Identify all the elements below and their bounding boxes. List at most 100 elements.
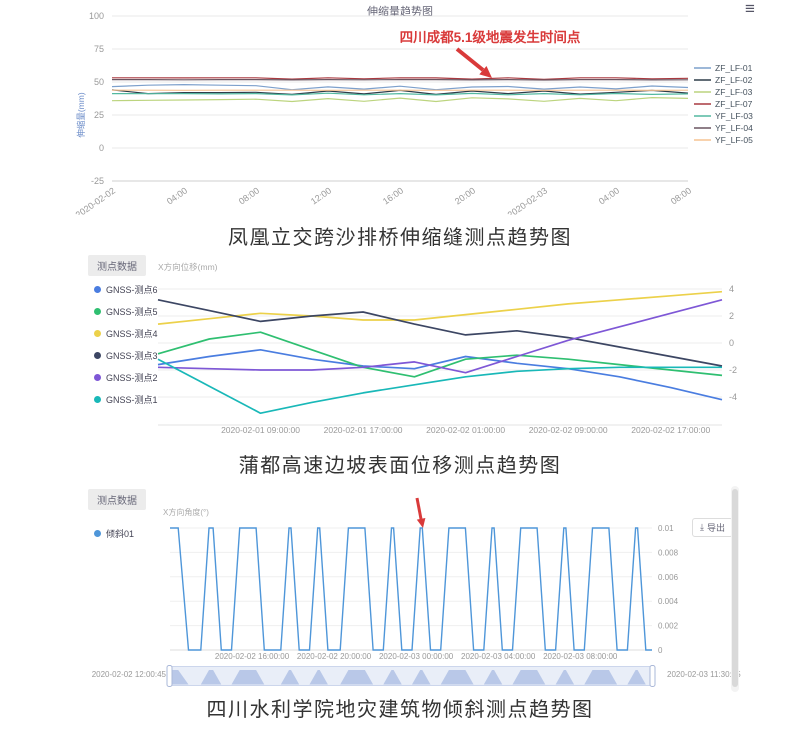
legend-label: GNSS-测点4 bbox=[106, 329, 158, 339]
x-tick-label: 2020-02-03 04:00:00 bbox=[461, 652, 536, 661]
chart1-title: 伸缩量趋势图 bbox=[367, 6, 433, 18]
export-label: 导出 bbox=[706, 523, 725, 533]
expansion-trend-chart: 100 75 50 25 0 -25 伸缩量(mm) 2020-02-02 04:00 08:00… bbox=[74, 11, 753, 215]
y-tick-label: 25 bbox=[94, 110, 104, 120]
svg-text:ZF_LF-07: ZF_LF-07 bbox=[715, 99, 753, 109]
series-GNSS-测点4 bbox=[157, 290, 723, 325]
y-tick-label: 2 bbox=[729, 311, 734, 321]
x-tick-label: 2020-02-03 bbox=[506, 185, 549, 215]
x-tick-label: 20:00 bbox=[453, 185, 477, 206]
y-tick-label: 0 bbox=[729, 338, 734, 348]
tilt-legend: 倾斜01 bbox=[94, 527, 134, 540]
legend-label: GNSS-测点3 bbox=[106, 351, 158, 361]
datazoom-start-label: 2020-02-02 12:00:45 bbox=[91, 670, 166, 679]
x-tick-label: 16:00 bbox=[381, 185, 405, 206]
legend-item-GNSS-测点2[interactable]: GNSS-测点2 bbox=[94, 371, 158, 384]
y-tick-label: -4 bbox=[729, 392, 737, 402]
caption-slope-chart: 蒲都高速边坡表面位移测点趋势图 bbox=[238, 455, 562, 477]
x-tick-label: 2020-02-02 09:00:00 bbox=[529, 425, 608, 435]
gnss-displacement-chart: X方向位移(mm) 4 2 0 -2 -4 2020-02-01 09:00:00 2020-… bbox=[157, 262, 737, 435]
x-tick-label: 04:00 bbox=[165, 185, 189, 206]
annotation-arrow bbox=[455, 47, 485, 72]
series-GNSS-测点3 bbox=[157, 298, 723, 367]
series-GNSS-测点2 bbox=[157, 298, 723, 374]
legend-item-ZF_LF-03[interactable]: ZF_LF-03 bbox=[694, 87, 753, 97]
x-tick-label: 2020-02-01 17:00:00 bbox=[324, 425, 403, 435]
legend-dot bbox=[94, 374, 101, 381]
svg-text:YF_LF-04: YF_LF-04 bbox=[715, 123, 753, 133]
x-tick-label: 2020-02-02 17:00:00 bbox=[631, 425, 710, 435]
legend-item-YF_LF-03[interactable]: YF_LF-03 bbox=[694, 111, 753, 121]
series-倾斜01 bbox=[170, 527, 652, 651]
series-GNSS-测点6 bbox=[157, 348, 723, 401]
legend-item-GNSS-测点3[interactable]: GNSS-测点3 bbox=[94, 349, 158, 362]
y-tick-label: 75 bbox=[94, 44, 104, 54]
tilt-trend-chart: X方向角度(°) 0.01 0.008 0.006 0.004 0.002 0 2020-02… bbox=[163, 497, 679, 687]
legend-item-YF_LF-05[interactable]: YF_LF-05 bbox=[694, 135, 753, 145]
x-tick-label: 2020-02-01 09:00:00 bbox=[221, 425, 300, 435]
legend-label: GNSS-测点1 bbox=[106, 395, 158, 405]
menu-icon[interactable]: ≡ bbox=[745, 0, 755, 18]
scrollbar-thumb[interactable] bbox=[732, 489, 738, 687]
export-icon: ⤓ bbox=[700, 522, 704, 532]
legend-dot bbox=[94, 396, 101, 403]
x-tick-label: 08:00 bbox=[669, 185, 693, 206]
legend-label: GNSS-测点2 bbox=[106, 373, 158, 383]
y-tick-label: 0 bbox=[99, 143, 104, 153]
y-tick-label: 0.006 bbox=[658, 573, 679, 582]
legend-label: GNSS-测点5 bbox=[106, 307, 158, 317]
svg-text:YF_LF-05: YF_LF-05 bbox=[715, 135, 753, 145]
axis-title: X方向角度(°) bbox=[163, 507, 209, 517]
legend-item-ZF_LF-07[interactable]: ZF_LF-07 bbox=[694, 99, 753, 109]
datazoom-handle-right[interactable] bbox=[649, 665, 656, 687]
y-tick-label: 0.01 bbox=[658, 524, 674, 533]
legend-item-YF_LF-04[interactable]: YF_LF-04 bbox=[694, 123, 753, 133]
series-ZF_LF-01 bbox=[111, 83, 689, 91]
svg-text:ZF_LF-01: ZF_LF-01 bbox=[715, 63, 753, 73]
y-tick-label: 0 bbox=[658, 646, 663, 655]
datazoom-handle-left[interactable] bbox=[166, 665, 173, 687]
x-tick-label: 08:00 bbox=[237, 185, 261, 206]
tab-measure-data-gnss[interactable]: 测点数据 bbox=[88, 255, 146, 276]
y-tick-label: 100 bbox=[89, 11, 104, 21]
legend-label: GNSS-测点6 bbox=[106, 285, 158, 295]
vertical-scrollbar[interactable] bbox=[731, 486, 739, 692]
legend-item-GNSS-测点4[interactable]: GNSS-测点4 bbox=[94, 327, 158, 340]
annotation-arrowhead bbox=[479, 66, 492, 78]
svg-text:ZF_LF-03: ZF_LF-03 bbox=[715, 87, 753, 97]
caption-tilt-chart: 四川水利学院地灾建筑物倾斜测点趋势图 bbox=[206, 699, 594, 721]
datazoom-end-label: 2020-02-03 11:30:45 bbox=[667, 670, 741, 679]
earthquake-annotation: 四川成都5.1级地震发生时间点 bbox=[400, 29, 581, 45]
legend-dot bbox=[94, 530, 101, 537]
legend-item-ZF_LF-01[interactable]: ZF_LF-01 bbox=[694, 63, 753, 73]
datazoom-data-shadow bbox=[170, 670, 652, 685]
legend-item-GNSS-测点6[interactable]: GNSS-测点6 bbox=[94, 283, 158, 296]
x-tick-label: 04:00 bbox=[597, 185, 621, 206]
legend-dot bbox=[94, 352, 101, 359]
gnss-legend: GNSS-测点6 GNSS-测点5 GNSS-测点4 GNSS-测点3 GNSS-测点2… bbox=[94, 283, 158, 406]
tab-measure-data-tilt[interactable]: 测点数据 bbox=[88, 489, 146, 510]
series-ZF_LF-03 bbox=[111, 96, 689, 103]
legend-item-GNSS-测点1[interactable]: GNSS-测点1 bbox=[94, 393, 158, 406]
y-tick-label: 0.002 bbox=[658, 622, 679, 631]
svg-text:YF_LF-03: YF_LF-03 bbox=[715, 111, 753, 121]
red-arrowhead bbox=[416, 518, 426, 528]
y-tick-label: 0.008 bbox=[658, 548, 679, 557]
y-tick-label: 4 bbox=[729, 284, 734, 294]
series-ZF_LF-07 bbox=[112, 77, 689, 81]
x-tick-label: 2020-02-02 16:00:00 bbox=[215, 652, 290, 661]
caption-bridge-chart: 凤凰立交跨沙排桥伸缩缝测点趋势图 bbox=[228, 227, 572, 249]
legend-item-ZF_LF-02[interactable]: ZF_LF-02 bbox=[694, 75, 753, 85]
legend-label: 倾斜01 bbox=[106, 529, 135, 539]
legend-item-GNSS-测点5[interactable]: GNSS-测点5 bbox=[94, 305, 158, 318]
red-arrow bbox=[415, 497, 423, 520]
legend-item-tilt01[interactable]: 倾斜01 bbox=[94, 527, 134, 540]
svg-text:ZF_LF-02: ZF_LF-02 bbox=[715, 75, 753, 85]
y-tick-label: -25 bbox=[91, 176, 104, 186]
x-tick-label: 2020-02-03 00:00:00 bbox=[379, 652, 454, 661]
y-tick-label: 0.004 bbox=[658, 597, 679, 606]
x-tick-label: 2020-02-02 01:00:00 bbox=[426, 425, 505, 435]
series-GNSS-测点1 bbox=[157, 358, 722, 415]
x-tick-label: 2020-02-03 08:00:00 bbox=[543, 652, 618, 661]
x-tick-label: 12:00 bbox=[309, 185, 333, 206]
